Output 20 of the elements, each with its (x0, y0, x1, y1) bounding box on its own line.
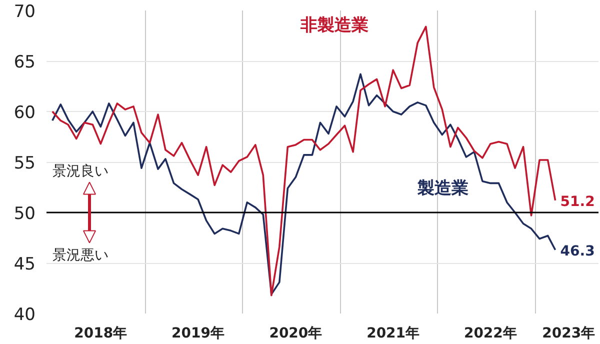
y-tick-label: 60 (14, 103, 36, 123)
text: 非製造業 (300, 16, 368, 36)
y-tick-label: 65 (14, 52, 36, 72)
x-tick-label: 2021年 (366, 326, 420, 342)
data-label: 46.3 (560, 243, 595, 260)
y-tick-label: 50 (14, 204, 36, 224)
data-label: 51.2 (560, 194, 595, 210)
y-tick-label: 70 (14, 2, 36, 22)
series-label: 製造業 (416, 178, 468, 198)
x-tick-label: 2022年 (464, 326, 517, 342)
y-tick-label: 45 (14, 254, 36, 274)
annotation: 景況良い (52, 164, 108, 180)
annotation: 景況悪い (52, 248, 108, 264)
x-tick-label: 2019年 (172, 326, 225, 342)
x-tick-label: 2023年 (542, 326, 596, 342)
x-tick-label: 2020年 (269, 326, 322, 342)
y-tick-label: 55 (14, 154, 36, 174)
line-series (51, 73, 556, 296)
y-tick-label: 40 (14, 305, 36, 325)
x-tick-label: 2018年 (74, 326, 128, 342)
